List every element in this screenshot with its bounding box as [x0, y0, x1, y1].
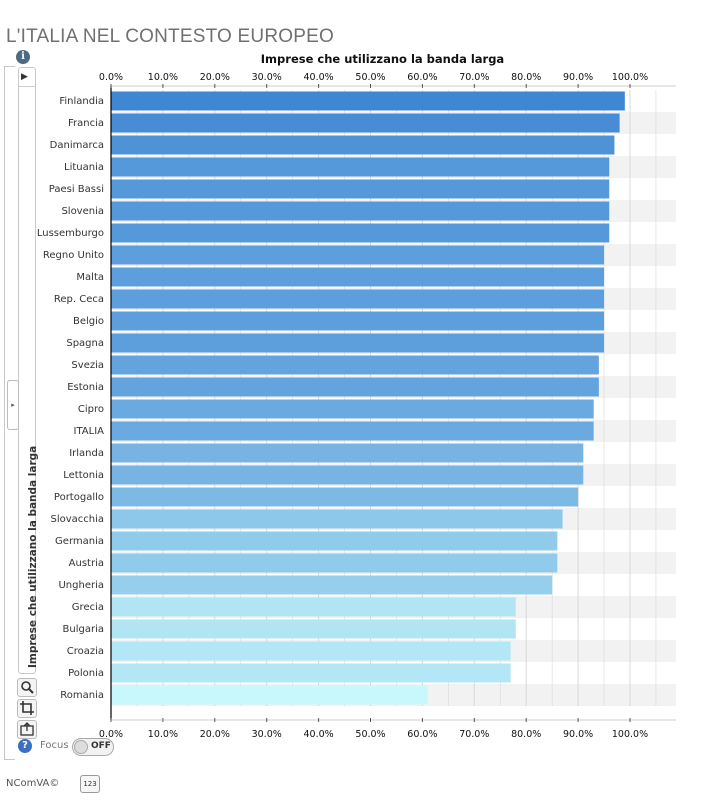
category-label: Malta — [76, 272, 104, 283]
play-icon[interactable]: ▶ — [21, 72, 28, 82]
category-label: Austria — [69, 558, 104, 569]
bar-paesi-bassi — [111, 179, 610, 199]
bar-bulgaria — [111, 619, 516, 639]
category-label: Finlandia — [59, 96, 104, 107]
category-label: Lettonia — [63, 470, 104, 481]
category-label: ITALIA — [74, 426, 105, 437]
x-tick-label-top: 30.0% — [252, 72, 282, 83]
x-tick-label-bottom: 80.0% — [511, 729, 541, 740]
x-tick-label-top: 80.0% — [511, 72, 541, 83]
x-tick-label-top: 70.0% — [459, 72, 489, 83]
x-tick-label-top: 10.0% — [148, 72, 178, 83]
category-label: Slovacchia — [50, 514, 104, 525]
x-tick-label-top: 50.0% — [355, 72, 385, 83]
bar-svezia — [111, 355, 599, 375]
category-label: Spagna — [66, 338, 104, 349]
bar-grecia — [111, 597, 516, 617]
left-frame — [4, 66, 15, 760]
x-tick-label-bottom: 30.0% — [252, 729, 282, 740]
bar-portogallo — [111, 487, 579, 507]
x-tick-label-top: 100.0% — [612, 72, 648, 83]
collapse-handle-icon[interactable]: ▸ — [7, 380, 19, 430]
bar-germania — [111, 531, 558, 551]
x-tick-label-bottom: 0.0% — [99, 729, 123, 740]
panel-divider — [19, 86, 35, 87]
bar-slovacchia — [111, 509, 563, 529]
x-tick-label-bottom: 70.0% — [459, 729, 489, 740]
page-title: L'ITALIA NEL CONTESTO EUROPEO — [6, 26, 334, 47]
crop-icon[interactable] — [17, 699, 37, 718]
category-label: Polonia — [68, 668, 104, 679]
x-tick-label-bottom: 90.0% — [563, 729, 593, 740]
toggle-knob-icon — [74, 740, 88, 754]
bar-lituania — [111, 157, 610, 177]
variable-panel[interactable]: ▶ Imprese che utilizzano la banda larga — [18, 67, 39, 674]
bar-italia — [111, 421, 594, 441]
category-label: Danimarca — [50, 140, 104, 151]
bar-rep-ceca — [111, 289, 605, 309]
category-label: Portogallo — [54, 492, 104, 503]
bar-austria — [111, 553, 558, 573]
category-label: Paesi Bassi — [49, 184, 104, 195]
category-label: Cipro — [78, 404, 104, 415]
bar-estonia — [111, 377, 599, 397]
category-label: Lussemburgo — [37, 228, 104, 239]
bar-lussemburgo — [111, 223, 610, 243]
x-tick-label-bottom: 20.0% — [200, 729, 230, 740]
x-tick-label-top: 90.0% — [563, 72, 593, 83]
bar-francia — [111, 113, 620, 133]
bar-finlandia — [111, 91, 625, 111]
category-label: Francia — [68, 118, 104, 129]
category-label: Grecia — [72, 602, 104, 613]
bar-romania — [111, 685, 428, 705]
info-icon[interactable]: i — [16, 50, 30, 64]
x-tick-label-bottom: 60.0% — [407, 729, 437, 740]
category-label: Croazia — [67, 646, 104, 657]
bar-polonia — [111, 663, 511, 683]
bar-ungheria — [111, 575, 553, 595]
bar-cipro — [111, 399, 594, 419]
category-label: Irlanda — [69, 448, 104, 459]
bar-slovenia — [111, 201, 610, 221]
zoom-icon[interactable] — [17, 678, 37, 697]
focus-state: OFF — [91, 741, 111, 751]
x-tick-label-bottom: 10.0% — [148, 729, 178, 740]
brand-label: NComVA© — [6, 778, 60, 789]
category-label: Svezia — [71, 360, 104, 371]
x-tick-label-top: 40.0% — [304, 72, 334, 83]
chart-title: Imprese che utilizzano la banda larga — [261, 52, 504, 66]
bar-danimarca — [111, 135, 615, 155]
help-icon[interactable]: ? — [18, 739, 32, 753]
number-format-button[interactable]: 123 — [80, 775, 100, 793]
focus-label: Focus — [40, 740, 69, 751]
category-label: Romania — [60, 690, 104, 701]
bar-croazia — [111, 641, 511, 661]
bar-belgio — [111, 311, 605, 331]
side-toolbar: i ▶ Imprese che utilizzano la banda larg… — [4, 50, 39, 758]
x-tick-label-bottom: 100.0% — [612, 729, 648, 740]
bar-regno-unito — [111, 245, 605, 265]
category-label: Germania — [55, 536, 104, 547]
x-tick-label-top: 20.0% — [200, 72, 230, 83]
focus-toggle[interactable]: OFF — [72, 738, 114, 756]
x-tick-label-bottom: 40.0% — [304, 729, 334, 740]
x-tick-label-top: 0.0% — [99, 72, 123, 83]
category-label: Ungheria — [58, 580, 104, 591]
category-label: Bulgaria — [63, 624, 104, 635]
category-label: Slovenia — [61, 206, 104, 217]
bar-spagna — [111, 333, 605, 353]
bar-malta — [111, 267, 605, 287]
category-label: Lituania — [64, 162, 104, 173]
export-icon[interactable] — [17, 720, 37, 739]
x-tick-label-top: 60.0% — [407, 72, 437, 83]
x-tick-label-bottom: 50.0% — [355, 729, 385, 740]
category-label: Belgio — [73, 316, 104, 327]
category-label: Estonia — [67, 382, 104, 393]
bar-lettonia — [111, 465, 584, 485]
category-label: Rep. Ceca — [54, 294, 104, 305]
bar-irlanda — [111, 443, 584, 463]
category-label: Regno Unito — [43, 250, 104, 261]
